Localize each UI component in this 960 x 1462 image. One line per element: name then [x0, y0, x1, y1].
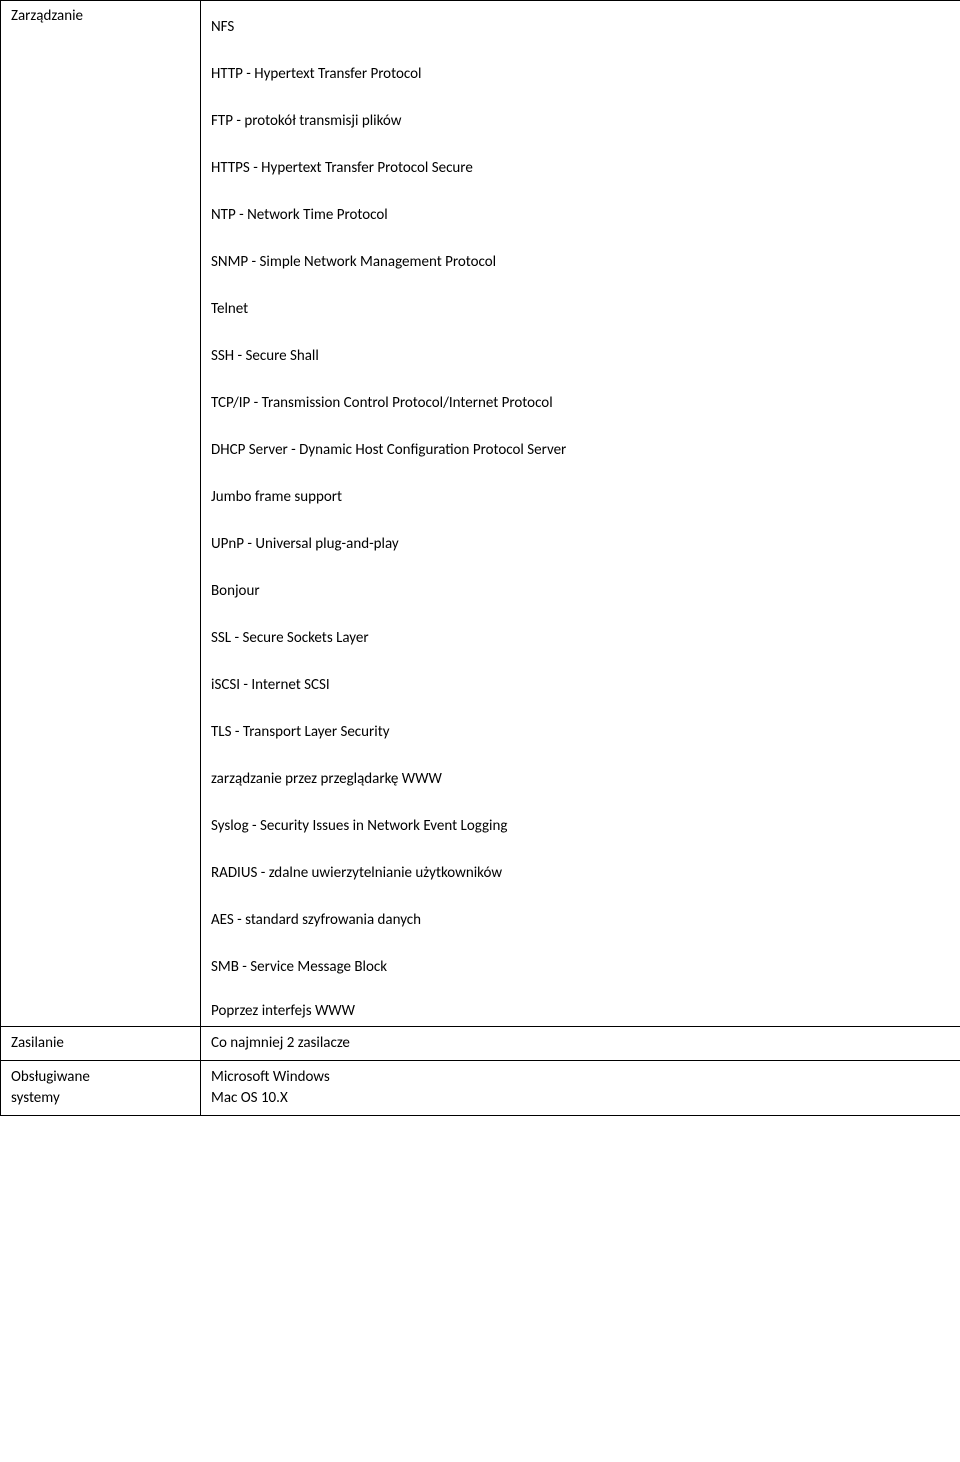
protocol-item: UPnP - Universal plug-and-play: [211, 534, 950, 555]
power-value: Co najmniej 2 zasilacze: [201, 1027, 960, 1061]
protocol-item: Bonjour: [211, 581, 950, 602]
management-label: Zarządzanie: [11, 7, 83, 25]
protocol-item: TLS - Transport Layer Security: [211, 722, 950, 743]
supported-label: Obsługiwane systemy: [1, 1061, 201, 1116]
protocol-item: Telnet: [211, 299, 950, 320]
supported-label-line1: Obsługiwane: [11, 1068, 90, 1086]
spec-table: Zarządzanie NFS HTTP - Hypertext Transfe…: [0, 0, 960, 1116]
protocols-and-management-cell: NFS HTTP - Hypertext Transfer Protocol F…: [201, 1, 960, 1027]
supported-values: Microsoft Windows Mac OS 10.X: [201, 1061, 960, 1116]
protocol-item: SNMP - Simple Network Management Protoco…: [211, 252, 950, 273]
protocols-row: Zarządzanie NFS HTTP - Hypertext Transfe…: [1, 1, 960, 1027]
power-label: Zasilanie: [1, 1027, 201, 1061]
supported-label-line2: systemy: [11, 1089, 60, 1107]
protocol-item: AES - standard szyfrowania danych: [211, 910, 950, 931]
protocol-item: DHCP Server - Dynamic Host Configuration…: [211, 440, 950, 461]
power-row: Zasilanie Co najmniej 2 zasilacze: [1, 1027, 960, 1061]
protocol-item: SSL - Secure Sockets Layer: [211, 628, 950, 649]
protocol-item: SMB - Service Message Block: [211, 957, 950, 978]
protocol-item: iSCSI - Internet SCSI: [211, 675, 950, 696]
supported-systems-row: Obsługiwane systemy Microsoft Windows Ma…: [1, 1061, 960, 1116]
protocol-item: HTTPS - Hypertext Transfer Protocol Secu…: [211, 158, 950, 179]
protocol-item: SSH - Secure Shall: [211, 346, 950, 367]
protocol-item: Syslog - Security Issues in Network Even…: [211, 816, 950, 837]
protocol-item: NFS: [211, 17, 950, 38]
protocol-item: RADIUS - zdalne uwierzytelnianie użytkow…: [211, 863, 950, 884]
management-value: Poprzez interfejs WWW: [211, 978, 950, 1020]
supported-os-item: Microsoft Windows: [211, 1068, 330, 1086]
management-label-cell: Zarządzanie: [1, 1, 201, 1027]
protocol-item: TCP/IP - Transmission Control Protocol/I…: [211, 393, 950, 414]
protocol-item: zarządzanie przez przeglądarkę WWW: [211, 769, 950, 790]
protocol-item: Jumbo frame support: [211, 487, 950, 508]
supported-os-item: Mac OS 10.X: [211, 1089, 288, 1107]
protocol-item: FTP - protokół transmisji plików: [211, 111, 950, 132]
protocols-list: NFS HTTP - Hypertext Transfer Protocol F…: [211, 17, 950, 978]
protocol-item: HTTP - Hypertext Transfer Protocol: [211, 64, 950, 85]
protocol-item: NTP - Network Time Protocol: [211, 205, 950, 226]
